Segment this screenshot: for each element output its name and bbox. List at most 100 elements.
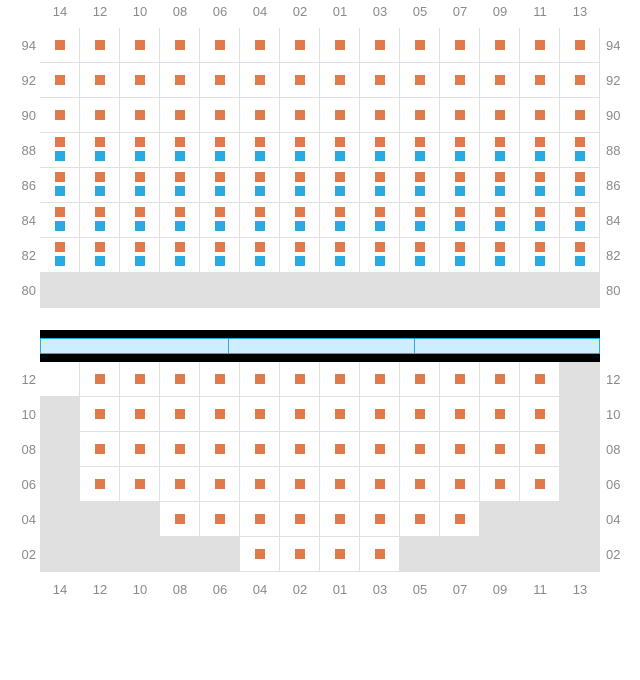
lower-cell-r3-c0	[40, 467, 80, 502]
lower-cell-r5-c13	[560, 537, 600, 572]
upper-cell-r4-c11	[480, 168, 520, 203]
upper-marker-blue	[455, 221, 465, 231]
upper-marker-orange	[175, 137, 185, 147]
lower-marker	[495, 444, 505, 454]
upper-cell-r1-c12	[520, 63, 560, 98]
lower-cell-r5-c8	[360, 537, 400, 572]
upper-marker-blue	[375, 256, 385, 266]
lower-cell-r4-c0	[40, 502, 80, 537]
upper-marker-orange	[415, 40, 425, 50]
lower-row-label-right-04: 04	[606, 512, 634, 527]
upper-cell-r5-c3	[160, 203, 200, 238]
lower-marker	[215, 479, 225, 489]
upper-cell-r3-c9	[400, 133, 440, 168]
upper-marker-blue	[95, 151, 105, 161]
lower-cell-r0-c2	[120, 362, 160, 397]
lower-cell-r0-c11	[480, 362, 520, 397]
upper-cell-r7-c6	[280, 273, 320, 308]
upper-cell-r1-c1	[80, 63, 120, 98]
upper-marker-orange	[95, 40, 105, 50]
lower-row-label-right-08: 08	[606, 442, 634, 457]
upper-cell-r6-c5	[240, 238, 280, 273]
lower-cell-r2-c11	[480, 432, 520, 467]
upper-row-label-right-92: 92	[606, 73, 634, 88]
upper-cell-r4-c4	[200, 168, 240, 203]
upper-cell-r1-c4	[200, 63, 240, 98]
upper-marker-blue	[295, 221, 305, 231]
upper-marker-blue	[415, 256, 425, 266]
upper-marker-blue	[575, 151, 585, 161]
upper-marker-blue	[175, 186, 185, 196]
lower-cell-r3-c5	[240, 467, 280, 502]
lower-marker	[95, 409, 105, 419]
upper-marker-blue	[255, 221, 265, 231]
upper-cell-r3-c2	[120, 133, 160, 168]
upper-marker-blue	[295, 186, 305, 196]
upper-cell-r0-c2	[120, 28, 160, 63]
upper-cell-r0-c11	[480, 28, 520, 63]
upper-cell-r0-c1	[80, 28, 120, 63]
lower-marker	[215, 409, 225, 419]
lower-cell-r3-c4	[200, 467, 240, 502]
upper-cell-r3-c10	[440, 133, 480, 168]
upper-cell-r1-c11	[480, 63, 520, 98]
lower-cell-r2-c1	[80, 432, 120, 467]
upper-marker-orange	[535, 242, 545, 252]
lower-cell-r1-c1	[80, 397, 120, 432]
lower-cell-r0-c6	[280, 362, 320, 397]
lower-marker	[175, 444, 185, 454]
upper-cell-r7-c2	[120, 273, 160, 308]
upper-col-label-14: 14	[40, 4, 80, 19]
lower-cell-r2-c10	[440, 432, 480, 467]
lower-marker	[175, 409, 185, 419]
upper-marker-orange	[55, 242, 65, 252]
divider-black-top	[40, 330, 600, 338]
upper-cell-r0-c3	[160, 28, 200, 63]
lower-cell-r5-c1	[80, 537, 120, 572]
upper-col-label-04: 04	[240, 4, 280, 19]
upper-marker-orange	[495, 242, 505, 252]
lower-marker	[295, 549, 305, 559]
lower-row-label-left-08: 08	[8, 442, 36, 457]
upper-cell-r5-c8	[360, 203, 400, 238]
upper-cell-r1-c6	[280, 63, 320, 98]
upper-marker-orange	[175, 172, 185, 182]
upper-cell-r4-c6	[280, 168, 320, 203]
lower-marker	[335, 444, 345, 454]
upper-marker-orange	[375, 137, 385, 147]
lower-cell-r4-c11	[480, 502, 520, 537]
lower-cell-r5-c12	[520, 537, 560, 572]
lower-marker	[295, 444, 305, 454]
lower-cell-r4-c6	[280, 502, 320, 537]
upper-row-label-left-92: 92	[8, 73, 36, 88]
lower-cell-r5-c5	[240, 537, 280, 572]
lower-marker	[375, 549, 385, 559]
upper-marker-orange	[255, 242, 265, 252]
lower-cell-r2-c12	[520, 432, 560, 467]
upper-cell-r3-c3	[160, 133, 200, 168]
upper-col-label-02: 02	[280, 4, 320, 19]
upper-marker-orange	[335, 172, 345, 182]
lower-cell-r1-c11	[480, 397, 520, 432]
lower-cell-r1-c0	[40, 397, 80, 432]
upper-cell-r7-c4	[200, 273, 240, 308]
upper-marker-orange	[215, 75, 225, 85]
lower-cell-r4-c4	[200, 502, 240, 537]
upper-marker-orange	[415, 242, 425, 252]
upper-cell-r4-c13	[560, 168, 600, 203]
lower-cell-r3-c13	[560, 467, 600, 502]
upper-marker-orange	[455, 242, 465, 252]
lower-cell-r4-c13	[560, 502, 600, 537]
upper-col-label-07: 07	[440, 4, 480, 19]
lower-marker	[535, 409, 545, 419]
upper-cell-r0-c10	[440, 28, 480, 63]
upper-marker-blue	[335, 151, 345, 161]
upper-cell-r7-c9	[400, 273, 440, 308]
upper-cell-r0-c5	[240, 28, 280, 63]
upper-marker-blue	[535, 151, 545, 161]
lower-col-label-07: 07	[440, 582, 480, 597]
upper-marker-orange	[335, 137, 345, 147]
upper-marker-blue	[215, 186, 225, 196]
lower-cell-r1-c6	[280, 397, 320, 432]
upper-marker-blue	[495, 256, 505, 266]
